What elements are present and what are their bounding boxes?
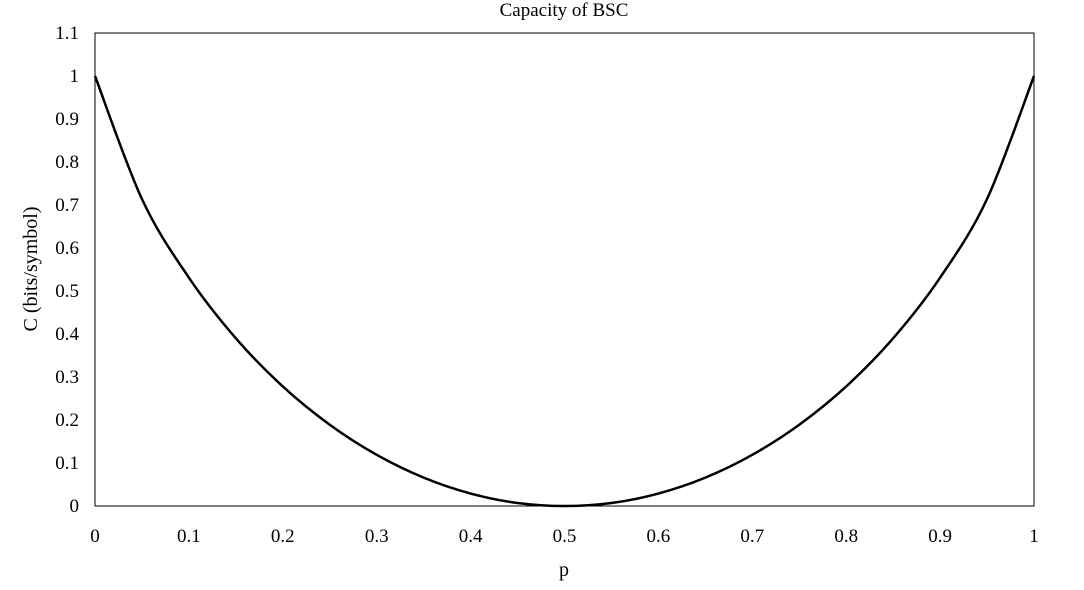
- x-tick-label: 0.3: [365, 526, 389, 547]
- y-tick-label: 0.8: [55, 152, 79, 173]
- y-tick-label: 0.7: [55, 195, 79, 216]
- chart-title: Capacity of BSC: [500, 0, 629, 21]
- y-tick-label: 0.6: [55, 238, 79, 259]
- y-tick-label: 0.9: [55, 109, 79, 130]
- x-tick-label: 0.4: [459, 526, 483, 547]
- x-tick-label: 0.1: [177, 526, 201, 547]
- series-line: [93, 75, 1036, 508]
- x-tick-label: 0.7: [740, 526, 764, 547]
- x-axis-ticks: 0 0.1 0.2 0.3 0.4 0.5 0.6 0.7 0.8 0.9 1: [90, 526, 1039, 547]
- y-tick-label: 0: [70, 496, 80, 517]
- x-tick-label: 1: [1029, 526, 1039, 547]
- y-tick-label: 0.5: [55, 281, 79, 302]
- y-axis-label: C (bits/symbol): [20, 206, 42, 331]
- x-axis-label: p: [559, 559, 569, 581]
- series-layer: [93, 75, 1036, 508]
- x-tick-label: 0.2: [271, 526, 295, 547]
- y-tick-label: 0.4: [55, 324, 79, 345]
- y-axis-ticks: 0 0.1 0.2 0.3 0.4 0.5 0.6 0.7 0.8 0.9 1 1.1: [55, 23, 79, 517]
- x-tick-label: 0: [90, 526, 100, 547]
- plot-area: [94, 32, 1035, 507]
- x-tick-label: 0.6: [647, 526, 671, 547]
- y-tick-label: 1.1: [55, 23, 79, 44]
- x-tick-label: 0.8: [834, 526, 858, 547]
- y-tick-label: 0.1: [55, 453, 79, 474]
- y-tick-label: 0.3: [55, 367, 79, 388]
- x-tick-label: 0.5: [553, 526, 577, 547]
- y-tick-label: 0.2: [55, 410, 79, 431]
- x-tick-label: 0.9: [928, 526, 952, 547]
- y-tick-label: 1: [70, 66, 80, 87]
